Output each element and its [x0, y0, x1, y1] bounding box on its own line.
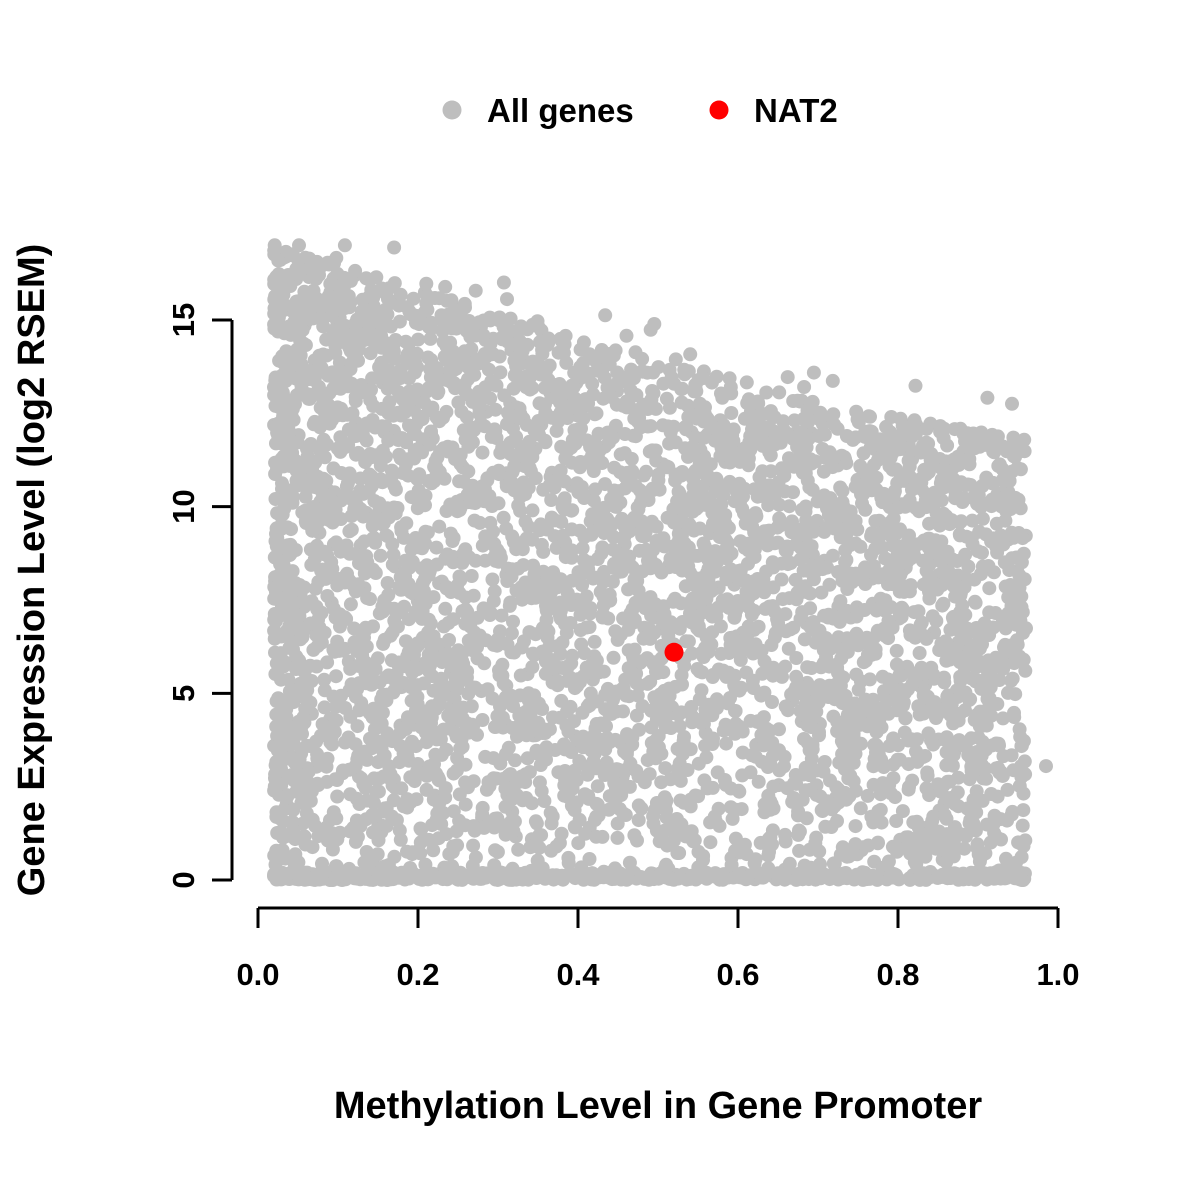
- legend-dot-nat2: [709, 100, 729, 120]
- x-tick-label: 1.0: [1036, 957, 1079, 992]
- y-tick-label: 10: [166, 489, 201, 523]
- legend: All genes NAT2: [442, 92, 838, 129]
- x-axis-title: Methylation Level in Gene Promoter: [334, 1085, 982, 1127]
- legend-label-nat2: NAT2: [754, 92, 838, 129]
- all-genes-points: [267, 238, 1053, 887]
- x-tick-label: 0.6: [716, 957, 759, 992]
- legend-label-all-genes: All genes: [487, 92, 634, 129]
- x-tick-label: 0.4: [556, 957, 600, 992]
- y-tick-label: 5: [166, 685, 201, 702]
- y-tick-label: 15: [166, 303, 201, 337]
- y-tick-label: 0: [166, 871, 201, 888]
- x-tick-label: 0.2: [396, 957, 439, 992]
- legend-dot-all-genes: [442, 100, 462, 120]
- nat2-point: [664, 642, 684, 662]
- x-tick-label: 0.8: [876, 957, 919, 992]
- x-axis-ticks: 0.0 0.2 0.4 0.6 0.8 1.0: [236, 908, 1080, 992]
- x-tick-label: 0.0: [236, 957, 279, 992]
- y-axis-title: Gene Expression Level (log2 RSEM): [11, 244, 53, 897]
- y-axis-ticks: 0 5 10 15: [166, 303, 232, 889]
